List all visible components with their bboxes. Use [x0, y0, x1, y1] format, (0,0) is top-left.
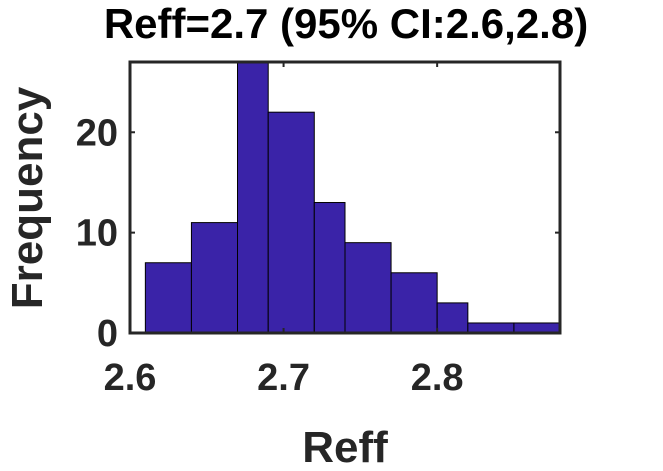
y-tick-label: 0: [97, 313, 118, 355]
x-tick-label: 2.7: [257, 357, 310, 399]
x-tick-label: 2.6: [104, 357, 157, 399]
histogram-bar-1: [144, 262, 192, 334]
x-axis-label: Reff: [302, 423, 388, 471]
axis-ticks: 2.6 2.7 2.8 0 10 20: [76, 62, 560, 399]
x-tick-label: 2.8: [411, 357, 464, 399]
histogram-bar-7: [390, 272, 438, 334]
histogram-bar-9: [467, 322, 515, 334]
y-tick-label: 20: [76, 112, 118, 154]
y-tick-label: 10: [76, 213, 118, 255]
histogram-bar-2: [190, 222, 239, 334]
histogram-bar-4: [267, 111, 315, 334]
y-axis-label: Frequency: [3, 86, 52, 309]
histogram-bar-10: [513, 322, 561, 334]
histogram-bar-3: [237, 61, 269, 334]
histogram-bar-5: [313, 202, 346, 334]
histogram-bar-8: [436, 302, 469, 334]
chart-title: Reff=2.7 (95% CI:2.6,2.8): [104, 0, 588, 47]
plot-area-frame: [128, 60, 562, 335]
histogram-bars: [144, 61, 561, 334]
histogram-bar-6: [344, 242, 392, 334]
